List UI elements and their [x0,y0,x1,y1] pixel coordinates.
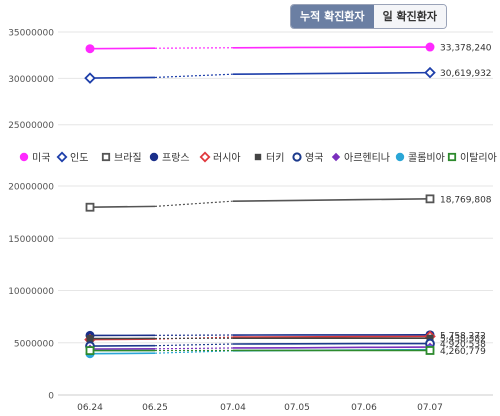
legend-marker-4 [199,151,211,163]
chart-mode-toggle: 누적 확진환자 일 확진환자 [290,4,447,29]
legend-label-8: 콜롬비아 [408,152,445,164]
series-start-point-p1-7 [85,346,95,355]
series-end-point-p0-1 [424,66,436,79]
legend-label-4: 러시아 [213,152,241,164]
y-tick-label-p1-1: 15000000 [8,235,54,245]
series-gap-p0-1 [154,73,234,79]
legend-marker-3 [149,152,159,162]
series-start-point-p0-1 [84,72,96,84]
series-line-p1-0-a [89,205,156,209]
series-gap-p1-6 [154,350,234,354]
end-label-p1-4: 4,920,538 [440,340,486,350]
series-start-point-p1-0 [85,202,95,212]
series-end-point-p1-7 [425,346,435,355]
legend-marker-0 [19,152,29,162]
series-gap-p1-0 [154,200,234,207]
end-label-p1-1: 5,758,272 [440,331,486,341]
series-end-point-p1-3 [426,334,434,342]
daily-cases-tab[interactable]: 일 확진환자 [373,5,446,28]
series-start-point-p0-0 [85,44,95,54]
y-tick-label-p1-3: 5000000 [14,339,54,349]
end-label-p1-0: 18,769,808 [440,195,492,205]
series-line-p0-0-b [232,46,431,49]
series-gap-p1-2 [154,336,234,340]
end-label-p1-3: 5,438,382 [440,335,486,345]
series-line-p1-5-b [232,346,431,349]
legend-label-7: 아르헨티나 [344,152,390,164]
y-tick-label-p1-4: 0 [48,392,54,402]
end-label-p1-7: 4,260,779 [440,347,486,357]
series-line-p0-1-a [89,76,156,79]
x-tick-label-1: 06.25 [142,403,168,413]
legend-marker-5 [254,153,262,161]
end-label-p0-0: 33,378,240 [440,44,492,54]
legend-marker-1 [56,151,68,163]
legend-label-6: 영국 [305,152,323,164]
legend-label-5: 터키 [266,152,284,164]
series-line-p1-0-b [232,198,431,202]
legend-marker-8 [395,152,405,162]
y-tick-label-p1-0: 20000000 [8,183,54,193]
legend-marker-9 [447,152,457,162]
series-end-point-p0-0 [425,42,435,52]
legend-label-3: 프랑스 [162,152,190,164]
series-start-point-p1-3 [86,335,94,343]
series-line-p1-6-a [89,352,156,355]
legend-label-1: 인도 [70,152,88,164]
x-tick-label-5: 07.07 [417,403,443,413]
legend-label-2: 브라질 [114,152,142,164]
series-gap-p1-5 [154,347,234,350]
legend-label-9: 이탈리아 [460,151,497,164]
series-line-p0-1-b [232,71,431,75]
series-end-point-p1-0 [425,194,435,204]
y-tick-label-p0-0: 35000000 [8,29,54,39]
x-tick-label-2: 07.04 [220,403,246,413]
y-tick-label-p1-2: 10000000 [8,287,54,297]
legend-marker-2 [101,152,111,162]
x-tick-label-0: 06.24 [77,403,103,413]
cumulative-cases-tab[interactable]: 누적 확진환자 [291,5,374,28]
y-tick-label-p0-1: 30000000 [8,75,54,85]
x-tick-label-3: 07.05 [284,403,310,413]
legend-label-0: 미국 [32,152,50,164]
y-tick-label-p0-2: 25000000 [8,121,54,131]
x-tick-label-4: 07.06 [351,403,377,413]
end-label-p0-1: 30,619,932 [440,69,492,79]
series-gap-p1-4 [154,343,234,347]
legend-marker-6 [292,152,302,162]
legend-marker-7 [331,152,341,162]
series-line-p1-2-b [232,335,431,338]
